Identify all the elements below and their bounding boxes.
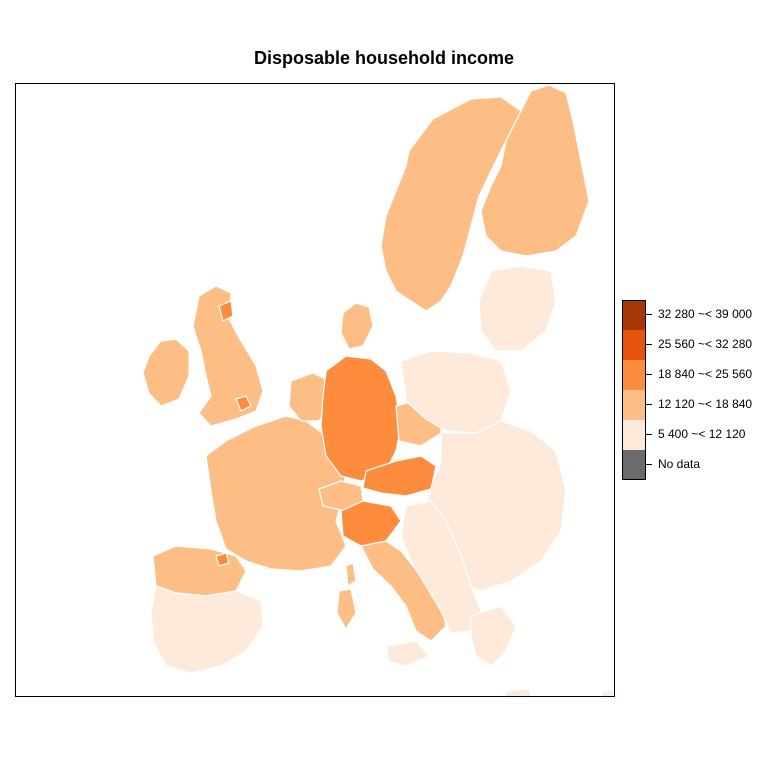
region-north-spain bbox=[152, 545, 247, 597]
region-north-italy bbox=[340, 500, 402, 547]
region-greece bbox=[470, 605, 517, 667]
legend-label: 5 400 ~< 12 120 bbox=[658, 427, 746, 441]
legend-tick bbox=[646, 314, 652, 315]
legend-tick bbox=[646, 434, 652, 435]
region-corsica bbox=[345, 562, 357, 587]
region-sicily bbox=[385, 640, 430, 667]
legend-item: 18 840 ~< 25 560 bbox=[622, 360, 768, 390]
legend-tick bbox=[646, 374, 652, 375]
legend-tick bbox=[646, 464, 652, 465]
legend-label: 18 840 ~< 25 560 bbox=[658, 367, 753, 381]
region-cyprus bbox=[600, 688, 614, 696]
legend-label: 32 280 ~< 39 000 bbox=[658, 307, 753, 321]
legend-item: 25 560 ~< 32 280 bbox=[622, 330, 768, 360]
region-baltics bbox=[478, 265, 557, 352]
region-italy-peninsula bbox=[360, 540, 447, 642]
region-iberia bbox=[150, 585, 264, 674]
legend-item: No data bbox=[622, 450, 768, 480]
legend-swatch bbox=[622, 450, 646, 480]
region-finland bbox=[480, 84, 590, 257]
legend-item: 32 280 ~< 39 000 bbox=[622, 300, 768, 330]
legend-item: 5 400 ~< 12 120 bbox=[622, 420, 768, 450]
region-sardinia bbox=[336, 588, 357, 630]
legend-label: No data bbox=[658, 457, 701, 471]
legend-label: 12 120 ~< 18 840 bbox=[658, 397, 753, 411]
legend-swatch bbox=[622, 390, 646, 420]
region-london-hi bbox=[235, 395, 252, 412]
legend-swatch bbox=[622, 360, 646, 390]
legend-swatch bbox=[622, 330, 646, 360]
region-denmark bbox=[340, 302, 374, 350]
map-title: Disposable household income bbox=[253, 48, 515, 68]
region-crete bbox=[505, 688, 532, 696]
region-norway-sweden bbox=[380, 96, 522, 312]
region-ireland bbox=[142, 338, 190, 407]
legend-swatch bbox=[622, 300, 646, 330]
legend-label: 25 560 ~< 32 280 bbox=[658, 337, 753, 351]
region-france bbox=[205, 415, 347, 572]
map-frame bbox=[15, 83, 615, 697]
legend-tick bbox=[646, 404, 652, 405]
region-madrid-hi bbox=[215, 552, 230, 567]
legend-tick bbox=[646, 344, 652, 345]
legend-item: 12 120 ~< 18 840 bbox=[622, 390, 768, 420]
legend-swatch bbox=[622, 420, 646, 450]
region-germany bbox=[320, 355, 402, 482]
region-scotland-hi bbox=[218, 300, 234, 322]
region-eastern-europe bbox=[425, 420, 567, 592]
europe-map bbox=[142, 84, 614, 696]
